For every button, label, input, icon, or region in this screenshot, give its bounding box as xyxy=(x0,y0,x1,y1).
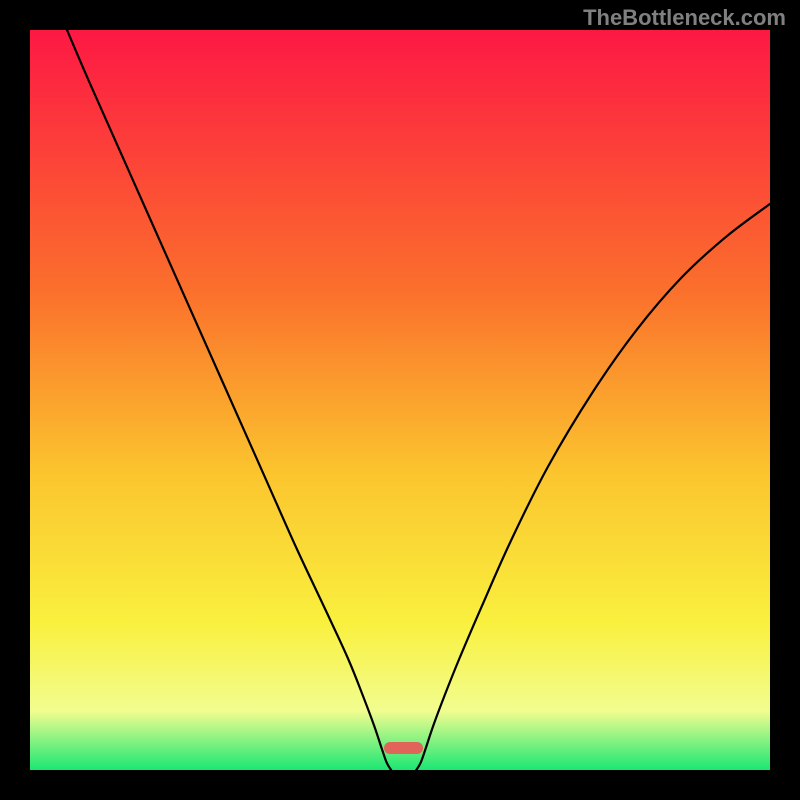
curve-right-branch xyxy=(416,204,770,770)
watermark-text: TheBottleneck.com xyxy=(583,5,786,31)
plot-gradient-area xyxy=(30,30,770,770)
curve-left-branch xyxy=(67,30,391,770)
bottleneck-marker xyxy=(384,742,422,754)
curve-layer xyxy=(30,30,770,770)
